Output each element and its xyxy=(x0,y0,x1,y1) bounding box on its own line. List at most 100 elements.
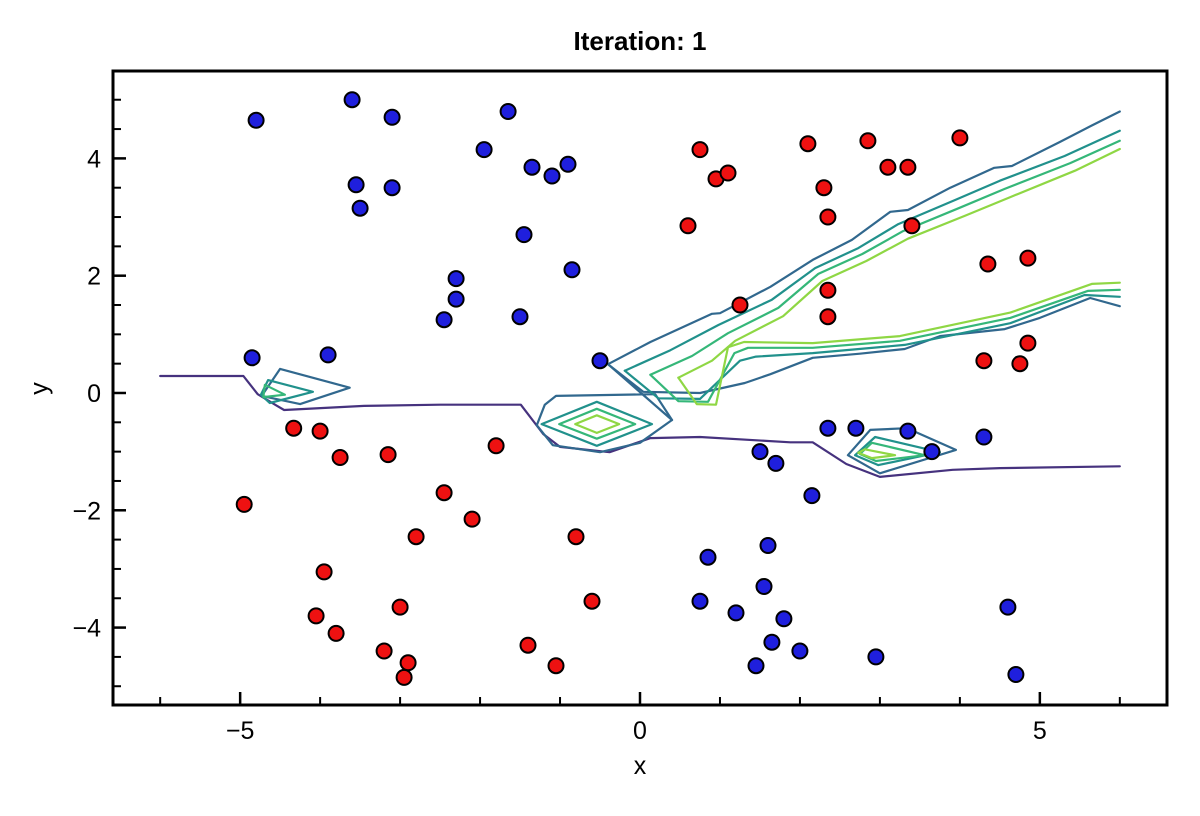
contour-line-lightgreen xyxy=(574,414,621,434)
data-point-blue xyxy=(699,548,717,566)
data-point-blue xyxy=(767,454,785,472)
contour-line-lightgreen xyxy=(857,448,897,460)
data-point-red xyxy=(819,281,837,299)
data-point-blue xyxy=(763,633,781,651)
contour-line-teal xyxy=(623,129,1121,372)
y-tick-label: 2 xyxy=(87,263,101,291)
data-point-red xyxy=(395,668,413,686)
contour-line-blue xyxy=(606,363,674,422)
data-point-blue xyxy=(847,419,865,437)
data-point-blue xyxy=(759,537,777,554)
data-point-blue xyxy=(383,179,401,197)
data-point-blue xyxy=(383,108,401,126)
data-point-blue xyxy=(751,443,769,461)
data-point-blue xyxy=(475,141,493,159)
contour-line-green xyxy=(262,383,286,399)
data-point-blue xyxy=(351,199,369,217)
data-point-red xyxy=(975,352,993,370)
data-point-red xyxy=(285,419,303,437)
x-axis-label: x xyxy=(633,752,647,780)
data-point-red xyxy=(567,528,585,546)
data-point-red xyxy=(399,654,417,672)
data-point-blue xyxy=(563,261,581,279)
data-point-blue xyxy=(515,226,533,244)
data-point-blue xyxy=(923,443,941,461)
data-point-blue xyxy=(867,648,885,666)
data-point-blue xyxy=(1007,666,1025,683)
contour-line-blue xyxy=(535,393,674,454)
data-point-blue xyxy=(499,103,517,120)
data-point-red xyxy=(407,528,425,546)
data-point-red xyxy=(951,129,969,147)
y-axis-label: y xyxy=(25,382,54,395)
data-point-red xyxy=(331,449,349,466)
data-point-red xyxy=(391,598,409,616)
data-point-blue xyxy=(727,604,745,622)
data-point-red xyxy=(859,132,877,150)
x-tick-label: 5 xyxy=(1033,717,1047,745)
y-tick-label: 4 xyxy=(87,145,101,173)
data-point-red xyxy=(1011,355,1029,373)
data-point-red xyxy=(979,255,997,273)
contour-line-teal xyxy=(540,400,654,447)
data-point-blue xyxy=(343,91,361,109)
data-point-red xyxy=(719,164,737,182)
data-point-red xyxy=(679,217,697,235)
data-point-blue xyxy=(435,311,453,329)
x-tick-label: 0 xyxy=(633,717,647,745)
data-point-red xyxy=(235,495,253,513)
data-point-red xyxy=(519,636,537,654)
data-point-red xyxy=(1019,249,1037,267)
data-point-red xyxy=(819,308,837,326)
data-point-blue xyxy=(523,158,541,176)
contour-line-blue xyxy=(606,110,1121,366)
data-point-red xyxy=(327,624,345,642)
data-point-blue xyxy=(999,598,1017,616)
x-tick-label: −5 xyxy=(226,717,255,745)
data-point-blue xyxy=(447,290,465,308)
data-point-blue xyxy=(347,176,365,194)
data-point-red xyxy=(307,607,325,625)
data-point-blue xyxy=(247,111,265,129)
contour-line-green xyxy=(649,139,1121,376)
data-point-blue xyxy=(691,592,709,610)
data-point-red xyxy=(731,296,749,314)
data-point-red xyxy=(819,208,837,226)
data-point-blue xyxy=(819,419,837,437)
data-point-red xyxy=(879,158,897,176)
data-point-blue xyxy=(899,422,917,440)
data-point-red xyxy=(899,158,917,176)
contour-line-blue xyxy=(260,367,351,406)
data-point-blue xyxy=(319,346,337,364)
data-point-red xyxy=(903,217,921,235)
data-point-blue xyxy=(447,270,465,288)
data-point-red xyxy=(583,592,601,610)
data-point-red xyxy=(547,657,565,675)
data-point-blue xyxy=(755,578,773,595)
data-point-red xyxy=(799,135,817,153)
contour-line-blue xyxy=(606,296,1121,395)
data-point-blue xyxy=(591,352,609,370)
y-tick-label: −4 xyxy=(72,615,101,643)
data-point-blue xyxy=(543,167,561,185)
data-point-red xyxy=(311,422,329,440)
data-point-red xyxy=(435,484,453,502)
data-point-blue xyxy=(975,428,993,446)
data-point-blue xyxy=(747,657,765,675)
data-point-blue xyxy=(243,349,261,367)
contour-line-lightgreen xyxy=(677,281,1121,406)
data-point-blue xyxy=(559,155,577,173)
chart-title: Iteration: 1 xyxy=(573,26,707,56)
data-point-blue xyxy=(775,610,793,628)
data-point-red xyxy=(463,510,481,528)
contour-line-green xyxy=(649,288,1121,403)
contour-line-blue xyxy=(846,427,957,475)
contour-line-lightgreen xyxy=(677,147,1121,379)
data-point-blue xyxy=(803,487,821,505)
data-point-blue xyxy=(791,642,809,660)
data-point-red xyxy=(379,446,397,464)
data-point-red xyxy=(1019,334,1037,352)
data-point-blue xyxy=(511,308,529,326)
